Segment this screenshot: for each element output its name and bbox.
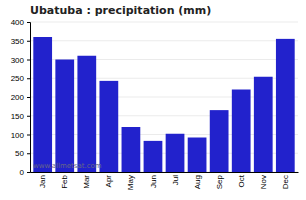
tick: 100 xyxy=(11,131,30,140)
tick-label: 0 xyxy=(20,168,25,177)
grid xyxy=(30,22,298,172)
tick-mark xyxy=(27,135,30,136)
bar xyxy=(210,110,229,172)
tick: Dec xyxy=(281,175,290,189)
tick: Jan xyxy=(38,175,47,188)
tick-mark xyxy=(27,60,30,61)
tick: 300 xyxy=(11,56,30,65)
tick-mark xyxy=(27,97,30,98)
bar xyxy=(77,56,96,172)
bar xyxy=(254,77,273,172)
axis-line xyxy=(27,23,31,173)
tick-label: Feb xyxy=(60,174,69,188)
bar xyxy=(99,81,118,172)
tick: Mar xyxy=(82,175,91,189)
tick-label: 150 xyxy=(11,112,25,121)
tick: 350 xyxy=(11,37,30,46)
tick: Sep xyxy=(215,174,224,189)
tick: May xyxy=(126,175,135,190)
tick: 400 xyxy=(11,18,30,27)
y-axis: 0 50 100 150 200 250 300 350 400 xyxy=(11,18,31,177)
tick: Oct xyxy=(237,174,246,187)
chart: 050100150200250300350400JanFebMarAprMayJ… xyxy=(0,0,306,200)
bar xyxy=(33,37,52,172)
tick-label: 50 xyxy=(15,149,24,158)
tick-label: Oct xyxy=(237,174,246,187)
tick-mark xyxy=(27,78,30,79)
tick-label: Jan xyxy=(38,175,47,188)
tick: 150 xyxy=(11,112,30,121)
tick: Jul xyxy=(171,175,180,185)
tick-label: 400 xyxy=(11,18,25,27)
x-axis: Jan Feb Mar Apr May Jun Jul Aug Sep Oct Nov Dec xyxy=(31,173,299,191)
tick-label: May xyxy=(126,175,135,190)
tick: Aug xyxy=(193,175,202,189)
bar xyxy=(276,39,295,172)
grid-line xyxy=(30,40,298,41)
tick: Nov xyxy=(259,175,268,189)
bar xyxy=(122,127,141,172)
tick-label: Jun xyxy=(149,175,158,188)
tick-mark xyxy=(27,41,30,42)
tick-mark xyxy=(27,22,30,23)
tick-label: Aug xyxy=(193,175,202,189)
tick: Feb xyxy=(60,174,69,188)
tick-label: 200 xyxy=(11,93,25,102)
bar xyxy=(232,90,251,173)
bar xyxy=(55,60,74,173)
tick-label: Sep xyxy=(215,174,224,189)
tick: 250 xyxy=(11,74,30,83)
tick-label: Jul xyxy=(171,175,180,185)
bar xyxy=(144,141,163,172)
tick-label: Mar xyxy=(82,175,91,189)
tick-label: 100 xyxy=(11,131,25,140)
tick: Apr xyxy=(104,175,113,188)
tick-label: 300 xyxy=(11,56,25,65)
tick-label: 250 xyxy=(11,74,25,83)
title: Ubatuba : precipitation (mm) xyxy=(30,4,211,17)
tick-mark xyxy=(27,153,30,154)
tick-label: 350 xyxy=(11,37,25,46)
tick: 50 xyxy=(15,149,30,158)
tick-label: Dec xyxy=(281,175,290,189)
tick: 200 xyxy=(11,93,30,102)
annotation: www.allmetsat.com xyxy=(33,162,102,170)
tick-label: Apr xyxy=(104,175,113,188)
bar xyxy=(166,134,185,172)
axis-line xyxy=(31,172,299,173)
tick: 0 xyxy=(20,168,30,177)
bars xyxy=(33,37,294,172)
tick-mark xyxy=(27,116,30,117)
tick-label: Nov xyxy=(259,175,268,189)
grid-line xyxy=(30,22,298,23)
plot: 050100150200250300350400JanFebMarAprMayJ… xyxy=(11,18,299,190)
tick-mark xyxy=(27,172,30,173)
bar xyxy=(188,138,207,173)
tick: Jun xyxy=(149,175,158,188)
